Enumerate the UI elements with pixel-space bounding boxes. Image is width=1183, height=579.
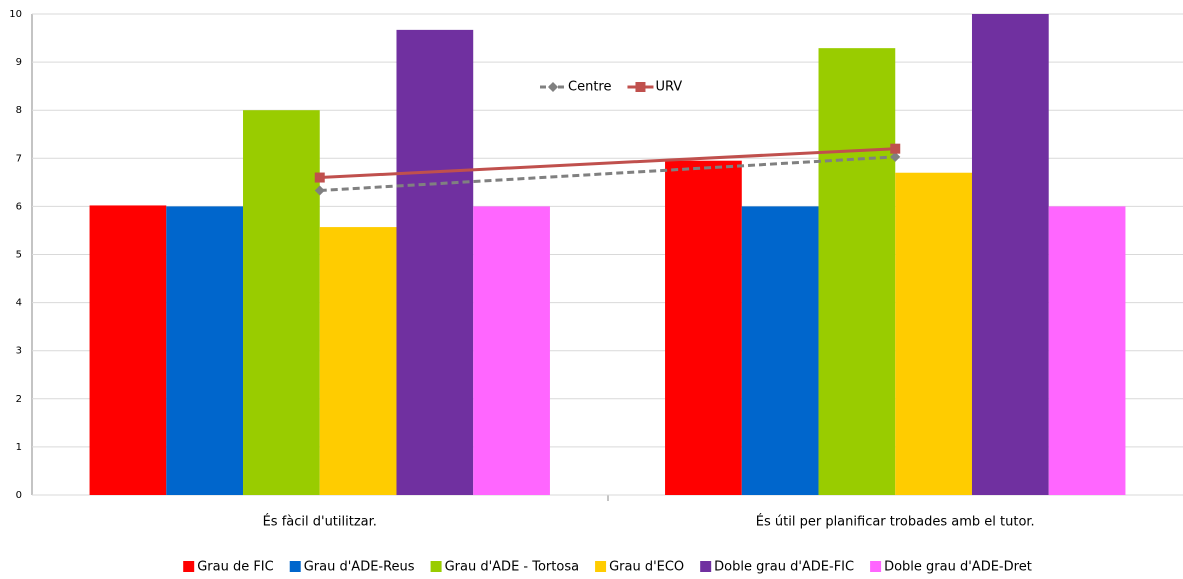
y-tick-label: 8 [16, 105, 22, 116]
legend-label: Doble grau d'ADE-FIC [714, 560, 854, 575]
bar [818, 48, 896, 495]
bar [971, 14, 1049, 495]
legend-swatch [430, 561, 442, 572]
x-tick-label: És fàcil d'utilitzar. [263, 514, 377, 530]
legend-swatch [595, 561, 607, 572]
bar [319, 227, 397, 495]
x-tick-label: És útil per planificar trobades amb el t… [756, 514, 1035, 530]
line-marker [890, 143, 901, 154]
line-marker [314, 185, 325, 196]
bar [89, 205, 167, 496]
y-tick-label: 2 [16, 394, 22, 405]
legend-label: URV [655, 80, 682, 95]
bar [396, 29, 474, 496]
legend-label: Grau d'ADE - Tortosa [445, 560, 579, 575]
legend-swatch [700, 561, 712, 572]
y-tick-label: 7 [16, 153, 22, 164]
bar [166, 206, 244, 495]
legend-marker [548, 82, 558, 92]
bar [741, 206, 819, 495]
bar [473, 206, 550, 495]
legend-swatch [183, 561, 195, 572]
y-tick-label: 6 [16, 201, 22, 212]
line-marker [314, 172, 325, 183]
y-tick-label: 1 [16, 442, 22, 453]
line [319, 155, 896, 193]
bar [1048, 206, 1126, 495]
y-tick-label: 9 [16, 57, 22, 68]
legend-label: Grau d'ECO [609, 560, 684, 575]
bar [243, 110, 320, 495]
legend-label: Grau de FIC [197, 560, 274, 575]
y-tick-label: 10 [9, 9, 22, 20]
bar [665, 160, 742, 495]
line [319, 147, 896, 180]
legend-swatch [870, 561, 882, 572]
legend-swatch [289, 561, 301, 572]
y-tick-label: 4 [16, 298, 22, 309]
y-tick-label: 5 [16, 250, 22, 261]
legend-label: Grau d'ADE-Reus [304, 560, 415, 575]
line-marker [890, 151, 901, 162]
bar [895, 172, 972, 496]
y-tick-label: 0 [16, 490, 22, 501]
legend-label: Doble grau d'ADE-Dret [884, 560, 1032, 575]
legend-marker [635, 82, 646, 92]
legend-label: Centre [568, 80, 611, 95]
y-tick-label: 3 [16, 346, 22, 357]
